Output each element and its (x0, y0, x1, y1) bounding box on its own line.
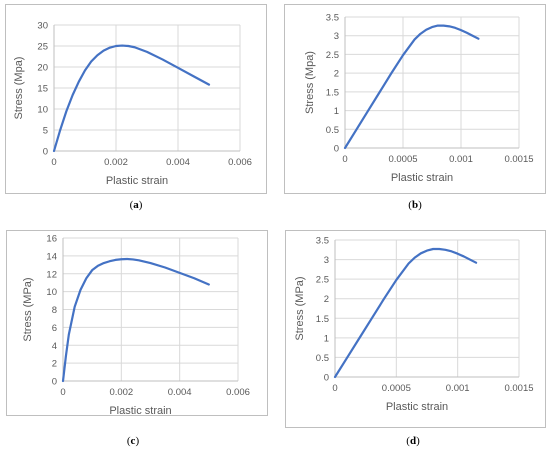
y-tick-label: 15 (37, 84, 48, 95)
series-line (333, 247, 478, 379)
y-tick-label: 3.5 (326, 13, 339, 24)
chart-panel-d: 0 0.5 1 1.5 2 2.5 3 3.5 0 0.0005 0.001 0.0015 Plasti… (275, 226, 550, 452)
y-tick-label: 0 (52, 377, 57, 388)
stress-strain-chart: 0 5 10 15 20 25 30 0 0.002 0.004 0.006 Plastic stra… (13, 21, 252, 188)
x-axis-title: Plastic strain (106, 175, 168, 187)
x-tick-label: 0.006 (228, 157, 252, 168)
chart-panel-c: 0 2 4 6 8 10 12 14 16 0 0.002 0.004 0.006 Plastic str… (0, 226, 275, 452)
x-axis-title: Plastic strain (386, 401, 448, 413)
y-tick-label: 30 (37, 21, 48, 32)
y-tick-label: 16 (46, 234, 57, 245)
y-tick-label: 3 (334, 31, 339, 42)
y-axis-title: Stress (Mpa) (13, 57, 25, 120)
y-axis-title: Stress (MPa) (22, 277, 34, 341)
figure-caption: (b) (408, 199, 422, 211)
x-axis-title: Plastic strain (391, 172, 453, 184)
y-tick-label: 20 (37, 63, 48, 74)
x-tick-label: 0.001 (449, 154, 473, 165)
y-tick-label: 8 (52, 305, 57, 316)
y-tick-label: 1.5 (316, 314, 329, 325)
y-tick-label: 0 (334, 144, 339, 155)
chart-frame (5, 4, 267, 194)
figure-caption: (d) (406, 435, 420, 447)
series-line (61, 257, 210, 383)
chart-panel-a: 0 5 10 15 20 25 30 0 0.002 0.004 0.006 Plastic stra… (0, 0, 275, 226)
x-tick-label: 0 (60, 387, 65, 398)
figure-caption: (c) (126, 435, 140, 447)
y-tick-label: 0.5 (316, 353, 329, 364)
y-tick-label: 25 (37, 42, 48, 53)
figure-caption: (a) (129, 199, 143, 211)
y-tick-label: 0.5 (326, 125, 339, 136)
y-tick-label: 10 (46, 287, 57, 298)
x-tick-label: 0.001 (446, 383, 470, 394)
x-tick-label: 0.0015 (504, 154, 533, 165)
y-tick-label: 0 (324, 373, 329, 384)
y-tick-label: 5 (43, 126, 48, 137)
y-tick-label: 2.5 (326, 50, 339, 61)
y-tick-label: 1 (334, 106, 339, 117)
y-tick-label: 12 (46, 269, 57, 280)
x-axis-title: Plastic strain (109, 405, 171, 417)
y-tick-label: 14 (46, 251, 57, 262)
y-tick-label: 3.5 (316, 236, 329, 247)
y-tick-label: 2.5 (316, 275, 329, 286)
y-tick-label: 2 (324, 294, 329, 305)
y-tick-label: 1 (324, 333, 329, 344)
x-tick-label: 0.002 (109, 387, 133, 398)
x-tick-label: 0 (51, 157, 56, 168)
y-tick-label: 2 (334, 69, 339, 80)
chart-panel-b: 0 0.5 1 1.5 2 2.5 3 3.5 0 0.0005 0.001 0.0015 Plasti… (275, 0, 550, 226)
x-tick-label: 0.006 (226, 387, 250, 398)
y-tick-label: 0 (43, 147, 48, 158)
y-tick-label: 6 (52, 323, 57, 334)
x-tick-label: 0 (342, 154, 347, 165)
stress-strain-chart: 0 0.5 1 1.5 2 2.5 3 3.5 0 0.0005 0.001 0.0015 Plasti… (294, 236, 534, 414)
x-tick-label: 0.0005 (388, 154, 417, 165)
series-line (52, 44, 211, 153)
y-tick-label: 2 (52, 359, 57, 370)
stress-strain-chart: 0 0.5 1 1.5 2 2.5 3 3.5 0 0.0005 0.001 0.0015 Plasti… (304, 13, 534, 185)
chart-frame (285, 230, 546, 428)
y-tick-label: 4 (52, 341, 57, 352)
x-tick-label: 0.0005 (382, 383, 411, 394)
x-tick-label: 0 (332, 383, 337, 394)
stress-strain-chart: 0 2 4 6 8 10 12 14 16 0 0.002 0.004 0.006 Plastic str… (22, 234, 250, 418)
x-tick-label: 0.004 (166, 157, 190, 168)
series-line (343, 24, 480, 150)
y-axis-title: Stress (Mpa) (304, 51, 316, 114)
x-tick-label: 0.004 (168, 387, 192, 398)
x-tick-label: 0.002 (104, 157, 128, 168)
y-tick-label: 10 (37, 105, 48, 116)
y-tick-label: 3 (324, 255, 329, 266)
y-tick-label: 1.5 (326, 87, 339, 98)
y-axis-title: Stress (MPa) (294, 276, 306, 340)
x-tick-label: 0.0015 (504, 383, 533, 394)
